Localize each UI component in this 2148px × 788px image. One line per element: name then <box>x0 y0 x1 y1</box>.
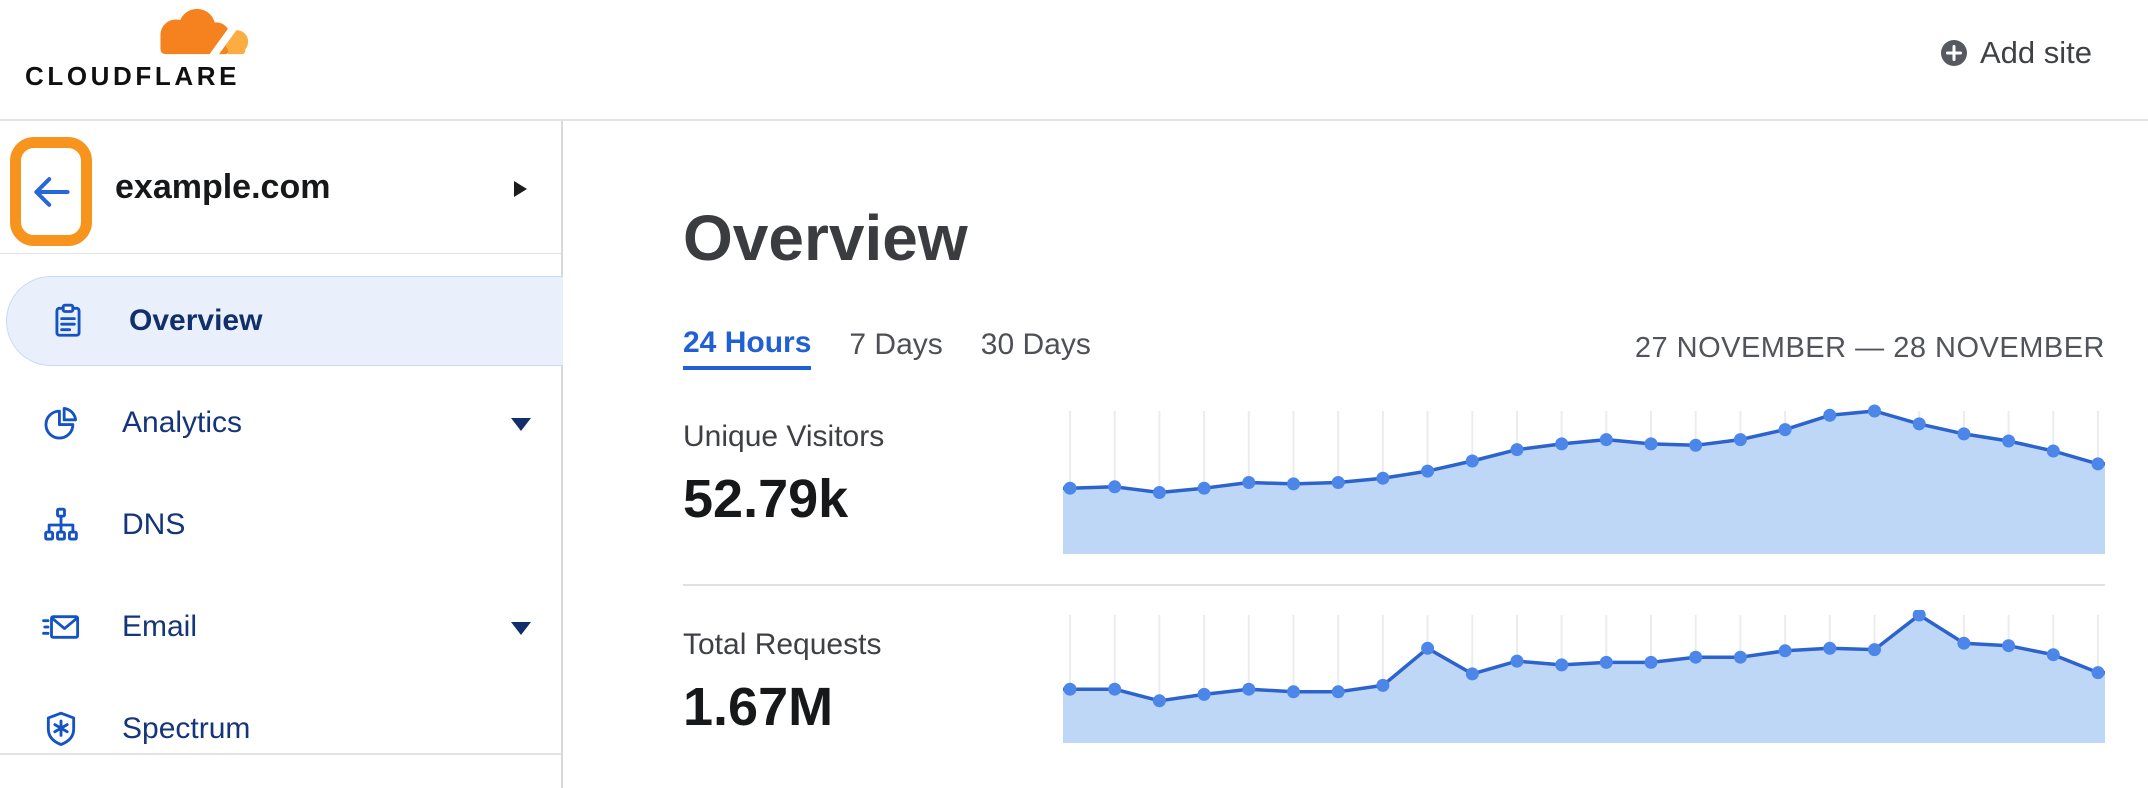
sidebar-item-label: Email <box>122 610 198 643</box>
add-site-button[interactable]: Add site <box>1940 33 2092 73</box>
chevron-down-icon <box>511 622 531 636</box>
sidebar-section-divider <box>0 753 561 755</box>
chevron-down-icon <box>511 418 531 432</box>
sidebar-item-analytics[interactable]: Analytics <box>0 378 563 468</box>
annotation-highlight-ring <box>10 137 92 246</box>
cloudflare-logo[interactable]: CLOUDFLARE <box>25 6 258 92</box>
sidebar-item-email[interactable]: Email <box>0 582 563 672</box>
sidebar-item-overview[interactable]: Overview <box>6 276 563 366</box>
back-arrow-icon <box>34 176 70 207</box>
shield-icon <box>42 710 80 748</box>
time-range-tabs: 24 Hours 7 Days 30 Days 27 NOVEMBER — 28… <box>683 326 2105 370</box>
unique-visitors-chart[interactable] <box>1061 396 2107 554</box>
sidebar-item-dns[interactable]: DNS <box>0 480 563 570</box>
date-range-label: 27 NOVEMBER — 28 NOVEMBER <box>1634 331 2105 364</box>
plus-circle-icon <box>1940 40 1967 66</box>
pie-chart-icon <box>42 404 80 442</box>
metric-label: Unique Visitors <box>683 420 885 453</box>
sidebar: example.com Overview Analytics <box>0 121 563 788</box>
metric-info: Unique Visitors 52.79k <box>683 396 1063 554</box>
metric-value: 52.79k <box>683 469 849 529</box>
sidebar-item-label: Analytics <box>122 406 243 439</box>
total-requests-chart-box <box>1061 608 2107 743</box>
chevron-right-icon <box>514 181 527 197</box>
add-site-label: Add site <box>1979 35 2092 70</box>
tab-30-days[interactable]: 30 Days <box>980 328 1091 361</box>
sidebar-item-label: Overview <box>129 304 263 337</box>
metric-label: Total Requests <box>683 628 882 661</box>
top-header: CLOUDFLARE Add site <box>0 0 2148 121</box>
cloudflare-cloud-icon <box>160 8 249 59</box>
total-requests-row: Total Requests 1.67M <box>683 608 2107 743</box>
unique-visitors-chart-box <box>1061 396 2107 554</box>
page-title: Overview <box>683 202 968 274</box>
total-requests-chart[interactable] <box>1061 608 2107 743</box>
metrics-divider <box>683 584 2105 586</box>
metric-value: 1.67M <box>683 677 834 737</box>
unique-visitors-row: Unique Visitors 52.79k <box>683 396 2107 554</box>
sidebar-item-label: Spectrum <box>122 712 251 745</box>
metric-info: Total Requests 1.67M <box>683 610 1063 743</box>
tab-7-days[interactable]: 7 Days <box>849 328 943 361</box>
site-name: example.com <box>115 168 331 206</box>
envelope-icon <box>42 608 80 646</box>
clipboard-icon <box>49 302 87 340</box>
cloudflare-wordmark: CLOUDFLARE <box>25 61 241 91</box>
main-content: Overview 24 Hours 7 Days 30 Days 27 NOVE… <box>565 121 2148 788</box>
sidebar-item-label: DNS <box>122 508 186 541</box>
tab-24-hours[interactable]: 24 Hours <box>683 326 812 370</box>
site-selector[interactable]: example.com <box>0 121 561 254</box>
back-button[interactable] <box>29 170 73 214</box>
sitemap-icon <box>42 506 80 544</box>
sidebar-item-spectrum[interactable]: Spectrum <box>0 684 563 774</box>
